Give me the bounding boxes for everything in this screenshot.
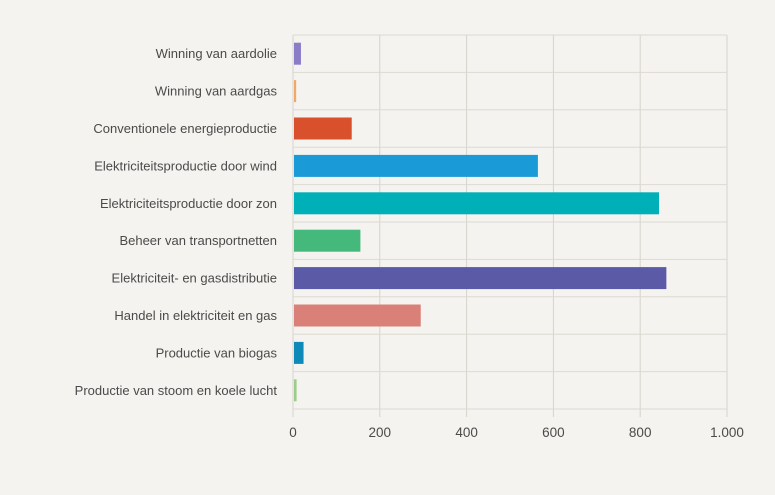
x-tick-label: 400 (455, 425, 478, 440)
bar (294, 379, 297, 402)
category-label: Beheer van transportnetten (119, 233, 277, 248)
category-labels: Winning van aardolie Winning van aardgas C… (75, 46, 278, 398)
category-label: Elektriciteitsproductie door zon (100, 196, 277, 211)
x-tick-label: 1.000 (710, 425, 744, 440)
bar (294, 42, 301, 65)
category-label: Productie van stoom en koele lucht (75, 383, 278, 398)
bar (294, 192, 659, 215)
grid (292, 34, 728, 417)
bar (294, 229, 361, 252)
x-tick-label: 800 (629, 425, 652, 440)
x-tick-label: 200 (369, 425, 392, 440)
x-axis-ticks: 0 200 400 600 800 1.000 (289, 425, 744, 440)
bar (294, 304, 421, 327)
bar (294, 341, 304, 364)
x-tick-label: 600 (542, 425, 565, 440)
category-label: Elektriciteitsproductie door wind (94, 158, 277, 173)
category-label: Productie van biogas (156, 345, 278, 360)
x-tick-label: 0 (289, 425, 297, 440)
bars (294, 42, 667, 402)
bar (294, 117, 352, 140)
bar (294, 80, 297, 103)
bar (294, 267, 667, 290)
category-label: Handel in elektriciteit en gas (114, 308, 277, 323)
category-label: Conventionele energieproductie (93, 121, 277, 136)
category-label: Winning van aardgas (155, 84, 278, 99)
bar (294, 154, 538, 177)
category-label: Winning van aardolie (156, 46, 277, 61)
category-label: Elektriciteit- en gasdistributie (112, 271, 277, 286)
